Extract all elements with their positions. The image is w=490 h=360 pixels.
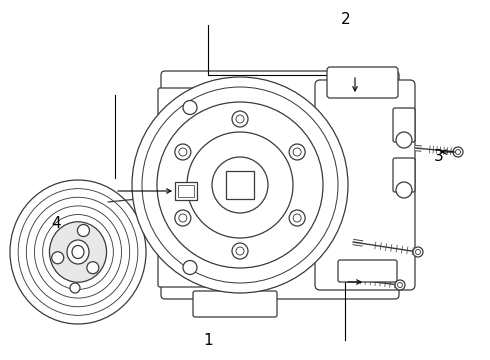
FancyBboxPatch shape [338,260,397,282]
Circle shape [293,148,301,156]
Text: 4: 4 [51,216,61,231]
Bar [175,182,197,200]
Circle shape [142,87,338,283]
Circle shape [413,247,423,257]
Ellipse shape [34,206,122,298]
Circle shape [456,149,461,154]
FancyBboxPatch shape [393,158,415,192]
Circle shape [395,280,405,290]
Circle shape [289,210,305,226]
Circle shape [52,252,64,264]
Circle shape [183,261,197,275]
Circle shape [179,148,187,156]
Circle shape [232,243,248,259]
Circle shape [289,144,305,160]
Ellipse shape [49,222,106,282]
Circle shape [397,283,402,288]
Bar [178,185,194,197]
FancyBboxPatch shape [161,71,399,299]
Circle shape [175,144,191,160]
FancyBboxPatch shape [193,291,277,317]
Circle shape [212,157,268,213]
Ellipse shape [67,240,89,264]
FancyBboxPatch shape [327,67,398,98]
FancyBboxPatch shape [315,80,415,290]
Circle shape [293,214,301,222]
FancyBboxPatch shape [158,88,212,127]
Circle shape [396,182,412,198]
Ellipse shape [18,189,138,315]
Circle shape [396,132,412,148]
Circle shape [453,147,463,157]
Circle shape [236,115,244,123]
Circle shape [132,77,348,293]
Ellipse shape [26,197,130,307]
Text: 3: 3 [434,149,443,164]
Circle shape [77,225,90,237]
Circle shape [187,132,293,238]
Circle shape [179,214,187,222]
Circle shape [416,249,420,255]
Text: 1: 1 [203,333,213,348]
Ellipse shape [43,215,113,289]
Circle shape [87,262,99,274]
Circle shape [70,283,80,293]
Bar [226,171,254,199]
Circle shape [236,247,244,255]
Circle shape [183,100,197,114]
Circle shape [157,102,323,268]
FancyBboxPatch shape [158,248,212,287]
Circle shape [175,210,191,226]
Text: 2: 2 [341,12,350,27]
Ellipse shape [10,180,146,324]
Circle shape [232,111,248,127]
FancyBboxPatch shape [393,108,415,142]
Ellipse shape [72,246,84,258]
